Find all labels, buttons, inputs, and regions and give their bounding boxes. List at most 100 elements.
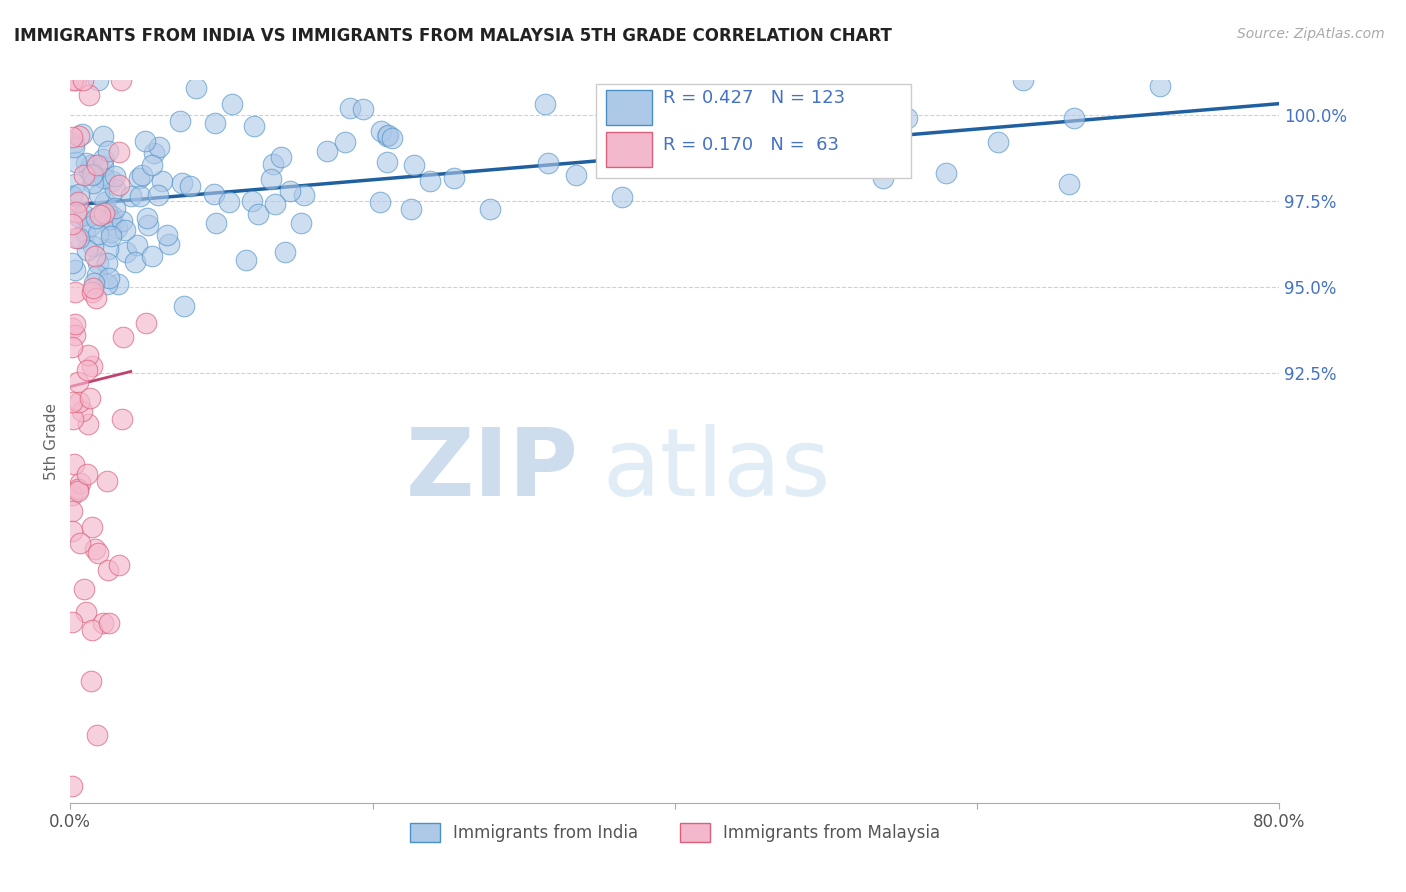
Point — [141, 250, 163, 264]
Point — [89, 187, 111, 202]
Point — [73, 208, 96, 222]
Text: R = 0.427   N = 123: R = 0.427 N = 123 — [662, 89, 845, 107]
Y-axis label: 5th Grade: 5th Grade — [44, 403, 59, 480]
Point — [352, 102, 374, 116]
Point — [75, 605, 97, 619]
Point — [368, 195, 391, 210]
Point — [60, 504, 83, 518]
Point — [97, 563, 120, 577]
Point — [60, 256, 83, 270]
Point — [565, 169, 588, 183]
Point — [136, 218, 159, 232]
Point — [375, 154, 398, 169]
Point — [170, 176, 193, 190]
Point — [179, 179, 201, 194]
Point — [80, 673, 103, 688]
Point — [94, 195, 117, 210]
Point — [65, 204, 87, 219]
Point — [896, 111, 918, 125]
Point — [77, 348, 100, 362]
Point — [72, 127, 94, 141]
Text: ZIP: ZIP — [405, 425, 578, 516]
Point — [63, 285, 86, 299]
Point — [274, 244, 297, 259]
Point — [134, 134, 156, 148]
Point — [76, 417, 98, 431]
Point — [128, 171, 150, 186]
Point — [75, 155, 97, 169]
Point — [107, 145, 129, 160]
Point — [69, 535, 91, 549]
Point — [204, 216, 226, 230]
Point — [84, 541, 107, 556]
Point — [84, 291, 107, 305]
Point — [82, 281, 104, 295]
Point — [67, 187, 90, 202]
Point — [80, 623, 103, 637]
Point — [84, 211, 107, 225]
Point — [82, 177, 104, 191]
Point — [370, 124, 392, 138]
FancyBboxPatch shape — [596, 84, 911, 178]
Point — [60, 395, 83, 409]
Point — [70, 404, 93, 418]
Point — [100, 228, 122, 243]
Point — [97, 271, 120, 285]
Point — [1063, 111, 1085, 125]
Point — [104, 182, 127, 196]
Point — [846, 153, 869, 168]
Point — [93, 206, 115, 220]
Point — [83, 249, 105, 263]
Point — [93, 128, 115, 143]
Point — [65, 155, 87, 169]
Point — [104, 201, 127, 215]
Point — [67, 395, 90, 409]
Point — [65, 231, 87, 245]
Point — [76, 243, 98, 257]
Point — [110, 73, 132, 87]
Point — [316, 144, 339, 158]
Point — [82, 239, 104, 253]
Text: IMMIGRANTS FROM INDIA VS IMMIGRANTS FROM MALAYSIA 5TH GRADE CORRELATION CHART: IMMIGRANTS FROM INDIA VS IMMIGRANTS FROM… — [14, 27, 891, 45]
Point — [935, 166, 957, 180]
Point — [62, 457, 84, 471]
Point — [60, 524, 83, 538]
Point — [79, 87, 101, 102]
Point — [73, 582, 96, 596]
Point — [62, 411, 84, 425]
Point — [143, 146, 166, 161]
Point — [108, 178, 131, 193]
Point — [79, 219, 101, 233]
Point — [141, 157, 163, 171]
Point — [96, 205, 118, 219]
Point — [1057, 178, 1080, 192]
Point — [146, 188, 169, 202]
Point — [96, 256, 118, 270]
Point — [290, 216, 312, 230]
Point — [82, 285, 104, 299]
Point — [148, 139, 170, 153]
Point — [80, 520, 103, 534]
Point — [221, 97, 243, 112]
Point — [156, 227, 179, 242]
Point — [65, 318, 87, 332]
Point — [218, 194, 240, 209]
Point — [67, 482, 90, 496]
Point — [381, 131, 404, 145]
Point — [124, 255, 146, 269]
Point — [120, 188, 142, 202]
Point — [100, 225, 122, 239]
Point — [333, 135, 356, 149]
Point — [60, 188, 83, 202]
Point — [87, 546, 110, 560]
Point — [67, 375, 90, 389]
Point — [264, 197, 287, 211]
Point — [399, 202, 422, 216]
Point — [872, 171, 894, 186]
Point — [62, 129, 84, 144]
Point — [80, 359, 103, 373]
Point — [111, 214, 134, 228]
Point — [987, 135, 1010, 149]
FancyBboxPatch shape — [606, 90, 652, 125]
Point — [443, 170, 465, 185]
